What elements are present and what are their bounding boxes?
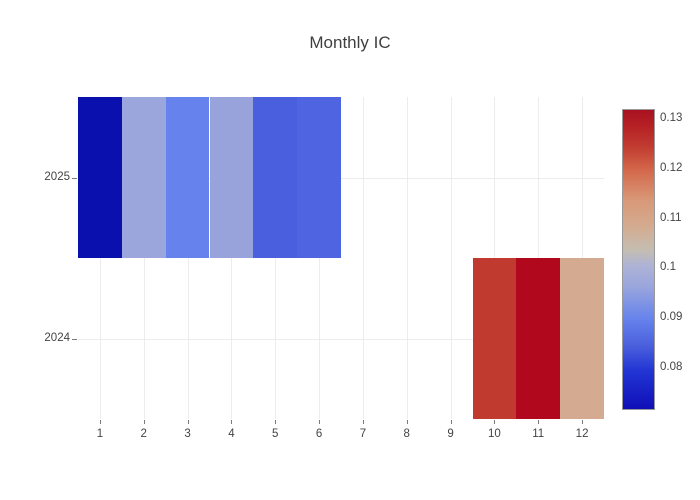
colorbar-tick-label: 0.12 — [660, 161, 683, 174]
x-tick-label: 11 — [532, 428, 545, 440]
heatmap-cell[interactable] — [78, 97, 122, 258]
colorbar-tick-label: 0.11 — [660, 211, 682, 224]
x-tick-mark — [362, 420, 364, 424]
x-tick-mark — [406, 420, 408, 424]
gridline-horizontal — [78, 338, 604, 340]
x-tick-mark — [538, 420, 540, 424]
heatmap-cell[interactable] — [560, 258, 604, 419]
colorbar-tick-label: 0.09 — [660, 311, 683, 324]
x-tick-label: 1 — [96, 428, 104, 440]
colorbar — [622, 109, 655, 410]
x-tick-label: 10 — [488, 428, 501, 440]
y-tick-mark — [72, 338, 77, 340]
gridline-vertical — [450, 97, 452, 419]
heatmap-cell[interactable] — [516, 258, 561, 419]
gridline-vertical — [99, 97, 101, 419]
gridline-vertical — [275, 97, 277, 419]
x-tick-mark — [494, 420, 496, 424]
x-tick-mark — [187, 420, 189, 424]
heatmap-cell[interactable] — [121, 97, 166, 258]
x-tick-label: 9 — [447, 428, 454, 440]
x-tick-label: 12 — [575, 428, 589, 440]
heatmap-cell[interactable] — [253, 97, 298, 258]
gridline-vertical — [406, 97, 408, 419]
x-tick-mark — [582, 420, 584, 424]
x-tick-label: 4 — [228, 428, 235, 440]
y-tick-mark — [72, 177, 77, 179]
heatmap-cell[interactable] — [165, 97, 210, 258]
y-tick-label: 2024 — [44, 331, 70, 344]
x-tick-mark — [99, 420, 101, 424]
x-tick-label: 5 — [272, 428, 279, 440]
colorbar-tick-label: 0.13 — [660, 111, 683, 124]
gridline-vertical — [143, 97, 145, 419]
x-tick-mark — [275, 420, 277, 424]
x-tick-mark — [143, 420, 145, 424]
heatmap-cell[interactable] — [297, 97, 341, 258]
gridline-horizontal — [78, 177, 604, 179]
gridline-vertical — [231, 97, 233, 419]
colorbar-tick-label: 0.08 — [660, 361, 683, 374]
x-tick-mark — [231, 420, 233, 424]
x-tick-mark — [319, 420, 321, 424]
plot-area — [78, 97, 604, 419]
x-tick-label: 2 — [140, 428, 147, 440]
x-tick-mark — [450, 420, 452, 424]
gridline-vertical — [319, 97, 321, 419]
gridline-vertical — [362, 97, 364, 419]
x-tick-label: 8 — [403, 428, 410, 440]
heatmap-cell[interactable] — [472, 258, 517, 419]
x-tick-label: 7 — [359, 428, 367, 440]
heatmap-cell[interactable] — [209, 97, 254, 258]
gridline-vertical — [187, 97, 189, 419]
x-tick-label: 3 — [184, 428, 191, 440]
x-tick-label: 6 — [315, 428, 323, 440]
colorbar-tick-label: 0.1 — [660, 261, 676, 274]
y-tick-label: 2025 — [44, 170, 70, 183]
chart-title: Monthly IC — [309, 33, 391, 52]
